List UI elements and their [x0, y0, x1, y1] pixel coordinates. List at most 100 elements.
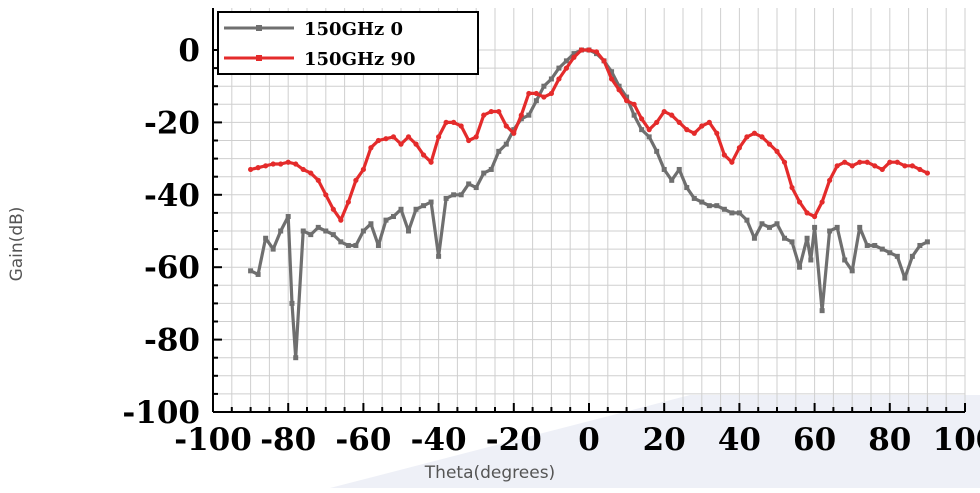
series-150ghz-90-point [383, 136, 389, 142]
series-150ghz-90-point [428, 159, 434, 165]
grid [212, 8, 966, 413]
series-150ghz-0-point [669, 177, 675, 183]
series-150ghz-90-point [744, 134, 750, 140]
series-150ghz-0-point [548, 76, 554, 82]
series-150ghz-0-point [721, 206, 727, 212]
series-150ghz-0-point [812, 224, 818, 230]
legend-box [217, 11, 479, 75]
series-150ghz-90-point [293, 161, 299, 167]
y-tick-labels: 0 -20 -40 -60 -80 -100 [122, 33, 200, 431]
x-tick-label: 60 [793, 422, 836, 458]
series-150ghz-90-point [405, 134, 412, 140]
series-150ghz-0-point [804, 235, 810, 241]
series-150ghz-0-point [676, 166, 682, 172]
series-150ghz-0-point [827, 228, 833, 234]
series-150ghz-90-point [676, 119, 682, 125]
series-150ghz-90-point [263, 163, 269, 169]
series-layer [248, 47, 931, 361]
series-150ghz-0-point [744, 217, 750, 223]
series-150ghz-90-point [699, 123, 705, 129]
series-150ghz-90-point [729, 159, 735, 165]
y-tick-label: -80 [144, 323, 200, 359]
legend-label-150ghz-0: 150GHz 0 [304, 19, 403, 40]
series-150ghz-90-point [909, 163, 915, 169]
series-150ghz-90-point [338, 217, 344, 223]
y-tick-label: -40 [144, 178, 200, 214]
series-150ghz-0-point [879, 246, 885, 252]
series-150ghz-90-point [511, 130, 517, 136]
series-150ghz-0-point [413, 206, 419, 212]
series-150ghz-0-point [383, 217, 389, 223]
series-150ghz-90-point [458, 123, 464, 129]
series-150ghz-0-point [849, 268, 855, 274]
series-150ghz-90-point [436, 134, 442, 140]
series-150ghz-0-point [654, 148, 660, 154]
series-150ghz-90-point [255, 165, 261, 171]
y-tick-label: -100 [122, 395, 200, 431]
y-tick-label: -20 [144, 105, 200, 141]
series-150ghz-0-point [503, 141, 509, 147]
series-150ghz-90-point [661, 108, 667, 115]
series-150ghz-0-point [556, 65, 562, 71]
series-150ghz-0-point [909, 253, 915, 259]
series-150ghz-90-point [473, 134, 479, 140]
series-150ghz-90-point [601, 58, 607, 64]
series-150ghz-90-point [586, 47, 592, 53]
series-150ghz-0-point [270, 246, 276, 252]
series-150ghz-90-point [398, 141, 404, 147]
x-tick-labels: -100-80 -60 -40 -20 0 20 40 60 80 100 [174, 422, 980, 458]
series-150ghz-90-point [608, 76, 615, 82]
series-150ghz-90-point [541, 94, 547, 100]
series-150ghz-0-point [308, 232, 314, 238]
series-150ghz-0-point [496, 148, 502, 154]
series-150ghz-90-point [924, 170, 931, 176]
series-150ghz-0-point [533, 98, 539, 104]
series-150ghz-90-point [526, 90, 532, 97]
series-150ghz-90-point [751, 130, 758, 136]
x-tick-label: -20 [486, 422, 542, 458]
x-axis-title: Theta(degrees) [424, 463, 556, 483]
series-150ghz-90-point [691, 130, 697, 136]
series-150ghz-90-point [300, 166, 306, 173]
series-150ghz-0-point [631, 112, 637, 118]
series-150ghz-90-point [706, 119, 712, 125]
series-150ghz-90-point [353, 177, 359, 183]
series-150ghz-0-point [646, 134, 652, 140]
series-150ghz-90-point [571, 54, 577, 60]
series-150ghz-0-point [473, 185, 479, 191]
series-150ghz-90-point [375, 137, 382, 144]
series-150ghz-0-point [872, 242, 878, 248]
series-150ghz-0-point [541, 83, 547, 89]
x-tick-label: 100 [933, 422, 980, 458]
series-150ghz-90-point [413, 141, 419, 147]
series-150ghz-0-point [255, 271, 261, 277]
series-150ghz-90-point [466, 137, 472, 144]
series-150ghz-0-point [428, 199, 434, 205]
series-150ghz-0-point [360, 228, 366, 234]
series-150ghz-0-point [782, 235, 788, 241]
series-150ghz-90-point [774, 148, 780, 154]
series-150ghz-0-point [315, 224, 321, 230]
series-150ghz-0-point [526, 112, 532, 118]
series-150ghz-90-point [548, 90, 555, 97]
series-150ghz-0-point [390, 214, 396, 220]
series-150ghz-0-point [691, 195, 697, 201]
series-150ghz-90-point [864, 159, 870, 165]
series-150ghz-0-point [300, 228, 306, 234]
series-150ghz-90-point [248, 166, 254, 173]
series-150ghz-0-point [797, 264, 803, 270]
legend-label-150ghz-90: 150GHz 90 [304, 49, 416, 70]
series-150ghz-0-point [375, 242, 381, 248]
series-150ghz-90-point [593, 49, 600, 55]
series-150ghz-0-point [661, 166, 667, 172]
series-150ghz-0-point [278, 228, 284, 234]
series-150ghz-0-point [834, 224, 840, 230]
series-150ghz-0-point [624, 94, 630, 100]
series-150ghz-0-point [759, 221, 765, 227]
series-150ghz-90-point [917, 166, 923, 173]
series-150ghz-0-point [443, 195, 449, 201]
series-150ghz-90-point [669, 112, 675, 118]
